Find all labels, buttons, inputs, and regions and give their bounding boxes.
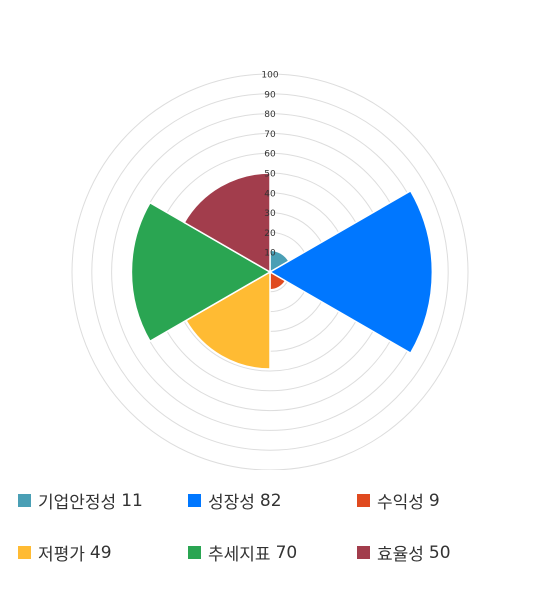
legend-value: 11 (121, 490, 143, 511)
tick-label: 50 (264, 170, 276, 180)
legend-swatch (18, 546, 31, 559)
legend-label: 저평가 (38, 545, 85, 565)
legend-value: 49 (89, 542, 112, 563)
sector-2[interactable] (268, 189, 434, 355)
radial-tick-labels: 10 20 30 40 50 60 70 80 90 100 (261, 71, 278, 259)
legend-label: 성장성 (208, 493, 255, 513)
legend-value: 70 (275, 542, 298, 563)
tick-label: 90 (264, 90, 276, 100)
legend-label: 수익성 (377, 493, 424, 513)
tick-label: 40 (264, 189, 276, 199)
sector-6[interactable] (183, 172, 271, 274)
legend-swatch (357, 546, 370, 559)
tick-label: 10 (264, 249, 276, 259)
legend-item-undervalued[interactable]: 저평가 49 (18, 540, 112, 565)
tick-label: 20 (264, 229, 276, 239)
legend-item-stability[interactable]: 기업안정성 11 (18, 488, 143, 513)
legend-label: 추세지표 (208, 545, 271, 565)
tick-label: 80 (264, 110, 276, 120)
sector-5[interactable] (130, 201, 272, 343)
legend-item-trend[interactable]: 추세지표 70 (188, 540, 297, 565)
legend-swatch (357, 494, 370, 507)
tick-label: 30 (264, 209, 276, 219)
legend-label: 효율성 (377, 545, 424, 565)
legend-item-profitability[interactable]: 수익성 9 (357, 488, 440, 513)
tick-label: 70 (264, 130, 276, 140)
sectors (130, 172, 434, 370)
tick-label: 60 (264, 150, 276, 160)
legend-item-growth[interactable]: 성장성 82 (188, 488, 282, 513)
legend-item-efficiency[interactable]: 효율성 50 (357, 540, 451, 565)
legend-swatch (188, 494, 201, 507)
grid-circle (71, 73, 469, 470)
legend-value: 9 (428, 490, 440, 511)
polar-area-chart: 10 20 30 40 50 60 70 80 90 100 (71, 71, 469, 470)
legend-label: 기업안정성 (38, 493, 117, 513)
sector-4[interactable] (184, 270, 271, 370)
legend-value: 82 (259, 490, 282, 511)
legend-swatch (188, 546, 201, 559)
tick-label: 100 (261, 71, 278, 81)
legend-value: 50 (428, 542, 451, 563)
grid-circle (91, 93, 449, 451)
legend-swatch (18, 494, 31, 507)
